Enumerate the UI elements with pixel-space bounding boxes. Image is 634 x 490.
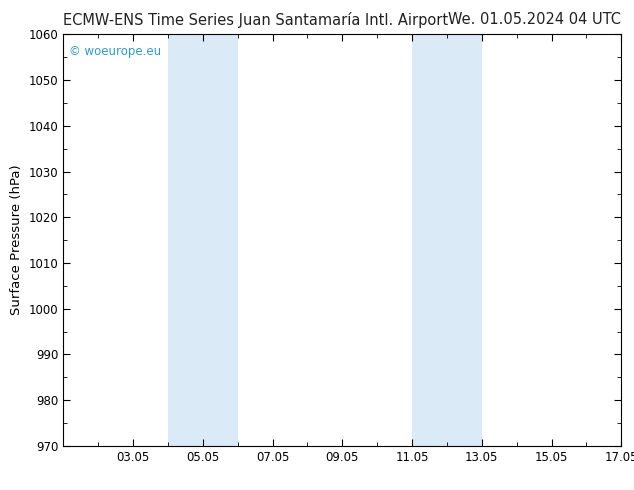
Text: ECMW-ENS Time Series Juan Santamaría Intl. Airport: ECMW-ENS Time Series Juan Santamaría Int… xyxy=(63,12,448,28)
Text: © woeurope.eu: © woeurope.eu xyxy=(69,45,161,58)
Y-axis label: Surface Pressure (hPa): Surface Pressure (hPa) xyxy=(10,165,23,316)
Text: We. 01.05.2024 04 UTC: We. 01.05.2024 04 UTC xyxy=(448,12,621,27)
Bar xyxy=(412,34,482,446)
Bar xyxy=(168,34,238,446)
